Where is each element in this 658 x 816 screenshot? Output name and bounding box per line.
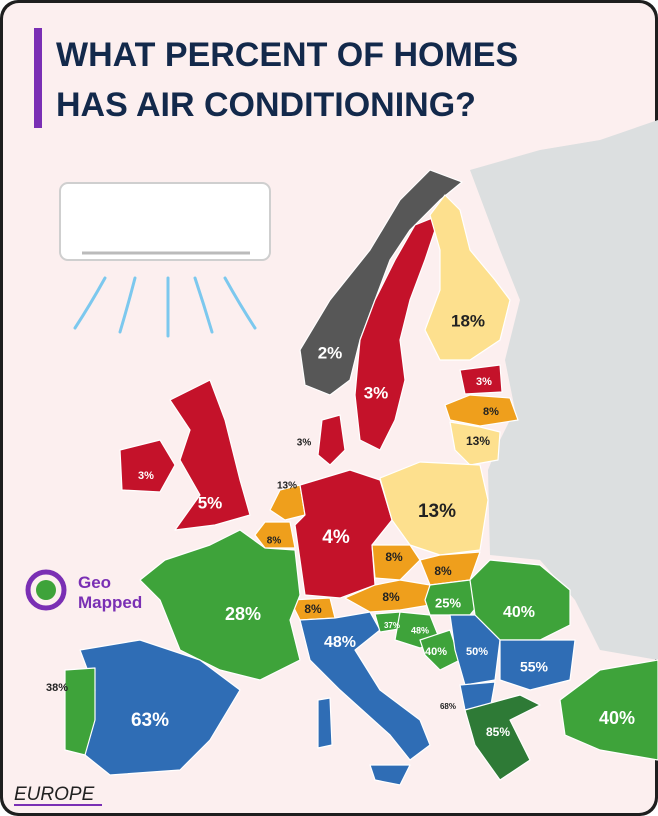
country-label: 8%: [267, 536, 282, 547]
country-label: 3%: [138, 470, 154, 482]
uk: [169, 379, 251, 531]
italy: [299, 611, 431, 761]
greece: [464, 694, 541, 781]
turkey: [559, 659, 658, 761]
country-label: 25%: [435, 595, 461, 610]
country-label: 48%: [324, 634, 356, 651]
country-label: 13%: [277, 481, 297, 492]
czechia: [371, 544, 421, 581]
other-land: [470, 120, 658, 660]
ireland: [119, 439, 176, 493]
sweden: [354, 214, 441, 451]
country-label: 85%: [486, 725, 510, 739]
belgium: [254, 521, 296, 549]
logo-text: Mapped: [78, 593, 142, 612]
denmark: [317, 414, 346, 466]
country-label: 48%: [411, 625, 429, 635]
country-label: 8%: [385, 550, 403, 564]
country-label: 8%: [382, 590, 400, 604]
country-label: 40%: [503, 604, 535, 621]
country-label: 3%: [297, 438, 312, 449]
poland: [379, 461, 489, 556]
country-label: 5%: [198, 493, 223, 512]
country-label: 40%: [599, 708, 635, 728]
country-label: 13%: [466, 434, 490, 448]
country-label: 28%: [225, 604, 261, 624]
countries: [64, 169, 658, 786]
title-line: WHAT PERCENT OF HOMES: [56, 36, 518, 74]
slovakia: [419, 551, 481, 586]
germany: [294, 469, 393, 599]
logo: Geo Mapped: [25, 569, 142, 612]
country-label: 40%: [425, 646, 447, 658]
country-label: 3%: [364, 383, 389, 402]
lithuania: [449, 421, 501, 466]
country-label: 4%: [322, 527, 350, 548]
latvia: [444, 394, 519, 427]
title-bar: [34, 28, 42, 128]
country-label: 68%: [440, 702, 456, 711]
ac-unit: [59, 182, 271, 338]
footer-region: EUROPE: [14, 784, 95, 805]
logo-text: Geo: [78, 573, 111, 592]
country-label: 8%: [304, 602, 322, 616]
norway: [299, 169, 463, 396]
country-label: 55%: [520, 659, 549, 675]
country-label: 50%: [466, 646, 488, 658]
sicily: [369, 764, 411, 786]
france: [139, 529, 301, 681]
bosnia: [419, 629, 461, 671]
country-label: 8%: [434, 564, 452, 578]
country-label: 13%: [418, 501, 456, 522]
country-label: 38%: [46, 682, 68, 694]
country-label: 63%: [131, 710, 169, 731]
labels: 2% 3% 18% 3% 8% 13% 3% 3% 5% 13% 8% 4% 13% 8% 8% 8% 8% 25…: [46, 311, 635, 739]
estonia: [459, 364, 503, 395]
sardinia: [317, 697, 333, 749]
portugal: [64, 667, 96, 756]
netherlands: [269, 484, 306, 521]
country-label: 8%: [483, 406, 499, 418]
bulgaria: [499, 639, 576, 691]
title-line: HAS AIR CONDITIONING?: [56, 86, 476, 124]
finland: [424, 194, 511, 361]
serbia: [449, 614, 501, 686]
country-label: 3%: [476, 376, 492, 388]
country-label: 18%: [451, 311, 485, 330]
country-label: 37%: [384, 621, 400, 630]
country-label: 2%: [318, 343, 343, 362]
